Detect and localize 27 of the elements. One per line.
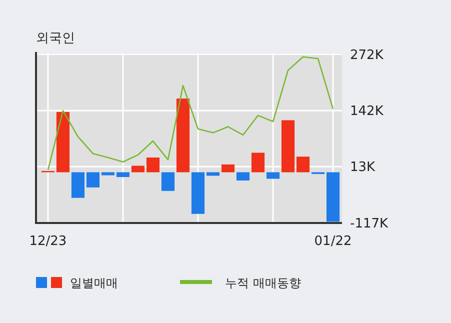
bar [266, 172, 280, 179]
x-tick-label: 12/23 [29, 234, 67, 249]
bar [161, 172, 175, 191]
bar [71, 172, 85, 198]
legend-label: 일별매매 [70, 276, 118, 290]
bar [86, 172, 100, 188]
x-tick-label: 01/22 [314, 234, 352, 249]
bar [296, 156, 310, 172]
bar [116, 172, 130, 178]
bar [146, 158, 160, 172]
bar [221, 164, 235, 172]
bar [176, 98, 190, 172]
bar [251, 152, 265, 172]
bar [326, 172, 340, 222]
bar [236, 172, 250, 180]
line-series [47, 56, 334, 171]
bar [191, 172, 205, 214]
bar [131, 166, 145, 172]
y-tick-label: 272K [350, 48, 384, 63]
bar [281, 120, 295, 172]
bar [56, 112, 70, 172]
legend-label: 누적 매매동향 [225, 276, 301, 290]
y-tick-label: 13K [350, 160, 376, 176]
y-tick-label: 142K [350, 104, 384, 120]
y-tick-label: -117K [350, 216, 389, 232]
chart-title: 외국인 [36, 31, 75, 46]
bar [101, 172, 115, 176]
